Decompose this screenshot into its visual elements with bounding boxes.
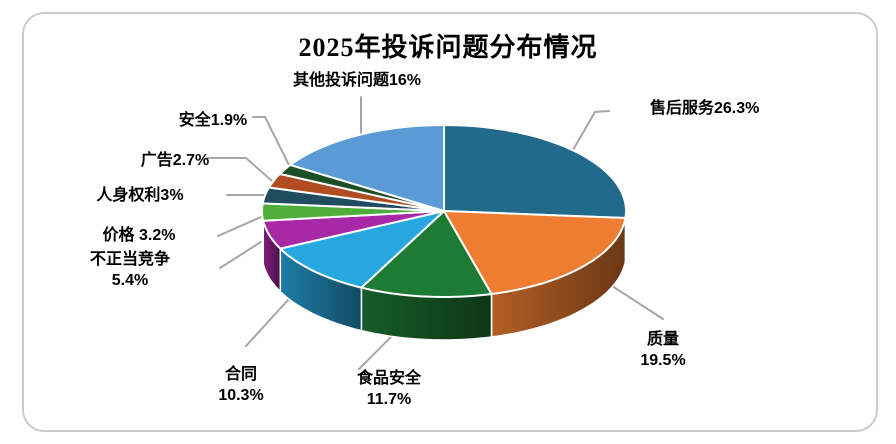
pie-slice-不正当竞争 xyxy=(262,210,445,250)
leader-line-after-sales xyxy=(572,110,610,151)
label-food-safety: 食品安全 11.7% xyxy=(356,370,422,408)
pie-slice-其他投诉问题 xyxy=(289,124,445,212)
label-advertising: 广告2.7% xyxy=(140,152,210,169)
pie-slice-质量 xyxy=(443,210,627,295)
leader-line-advertising xyxy=(206,157,273,182)
label-unfair-competition: 不正当竞争 5.4% xyxy=(89,251,171,289)
pie-slice-食品安全 xyxy=(360,210,493,298)
label-price: 价格 3.2% xyxy=(102,227,176,244)
leader-line-price xyxy=(217,216,262,237)
pie-slice-合同 xyxy=(279,210,445,289)
label-contract: 合同 10.3% xyxy=(218,366,264,404)
pie-slice-售后服务 xyxy=(443,124,627,219)
leader-line-unfair-competition xyxy=(219,239,265,269)
chart-title: 2025年投诉问题分布情况 xyxy=(298,33,598,62)
label-personal-rights: 人身权利3% xyxy=(96,187,184,204)
label-quality: 质量 19.5% xyxy=(640,331,686,369)
label-after-sales: 售后服务26.3% xyxy=(650,100,760,117)
leader-line-safety xyxy=(252,116,292,170)
label-other-complaints: 其他投诉问题16% xyxy=(292,72,422,89)
label-safety: 安全1.9% xyxy=(178,112,248,129)
